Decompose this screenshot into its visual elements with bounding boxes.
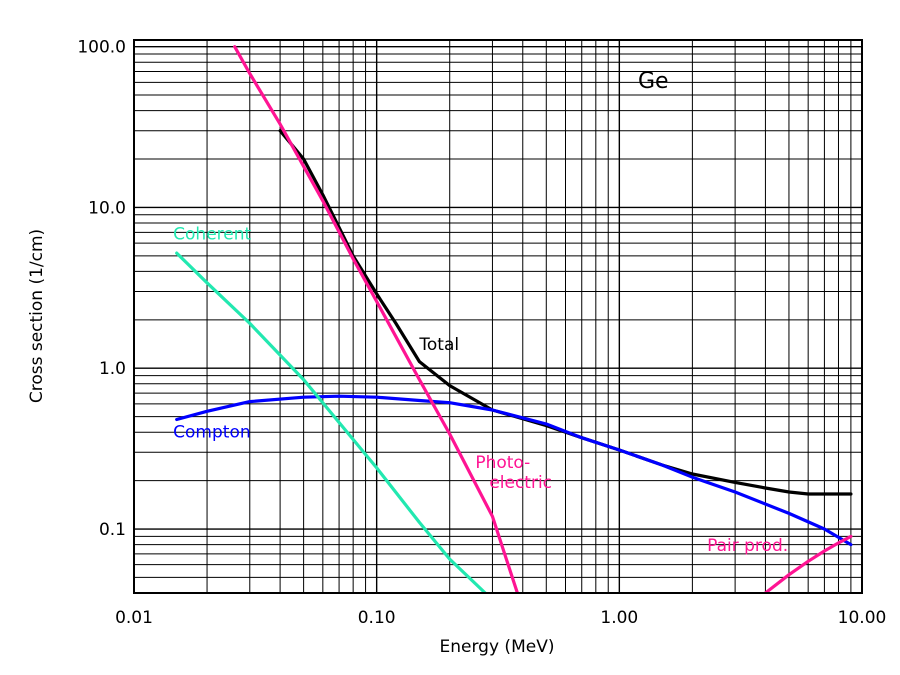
tick-labels: 0.01 0.10 1.00 10.00 0.1 1.0 10.0 100.0 — [77, 38, 886, 628]
series-line-coherent — [175, 251, 487, 593]
element-annotation: Ge — [638, 69, 669, 94]
curve-label-line: Total — [418, 335, 459, 355]
curve-label-line: electric — [489, 473, 552, 493]
curve-label-line: Photo- — [475, 453, 530, 473]
y-tick-label: 100.0 — [77, 38, 126, 58]
curve-label-compton: Compton — [173, 423, 250, 443]
curve-label-pair-prod: Pair prod. — [707, 536, 788, 556]
curve-label-total: Total — [418, 335, 459, 355]
x-tick-label: 1.00 — [600, 608, 638, 628]
plot-frame — [133, 39, 863, 594]
series-layer — [175, 45, 853, 593]
y-tick-label: 1.0 — [99, 359, 126, 379]
curve-labels: Total Compton Coherent Photo-electric Pair p… — [173, 225, 788, 556]
x-tick-label: 0.10 — [358, 608, 396, 628]
series-line-photo-electric — [233, 45, 519, 593]
x-tick-label: 10.00 — [838, 608, 887, 628]
y-axis-title: Cross section (1/cm) — [27, 229, 47, 403]
series-line-pair-prod — [763, 534, 853, 593]
series-line-compton — [175, 394, 853, 547]
x-axis-title: Energy (MeV) — [440, 637, 555, 657]
curve-label-line: Pair prod. — [707, 536, 788, 556]
y-tick-label: 0.1 — [99, 520, 126, 540]
curve-label-coherent: Coherent — [173, 225, 251, 245]
x-tick-label: 0.01 — [115, 608, 153, 628]
curve-label-photo-electric: Photo-electric — [475, 453, 552, 493]
curve-label-line: Coherent — [173, 225, 251, 245]
curve-label-line: Compton — [173, 423, 250, 443]
grid — [133, 40, 863, 594]
y-tick-label: 10.0 — [88, 198, 126, 218]
